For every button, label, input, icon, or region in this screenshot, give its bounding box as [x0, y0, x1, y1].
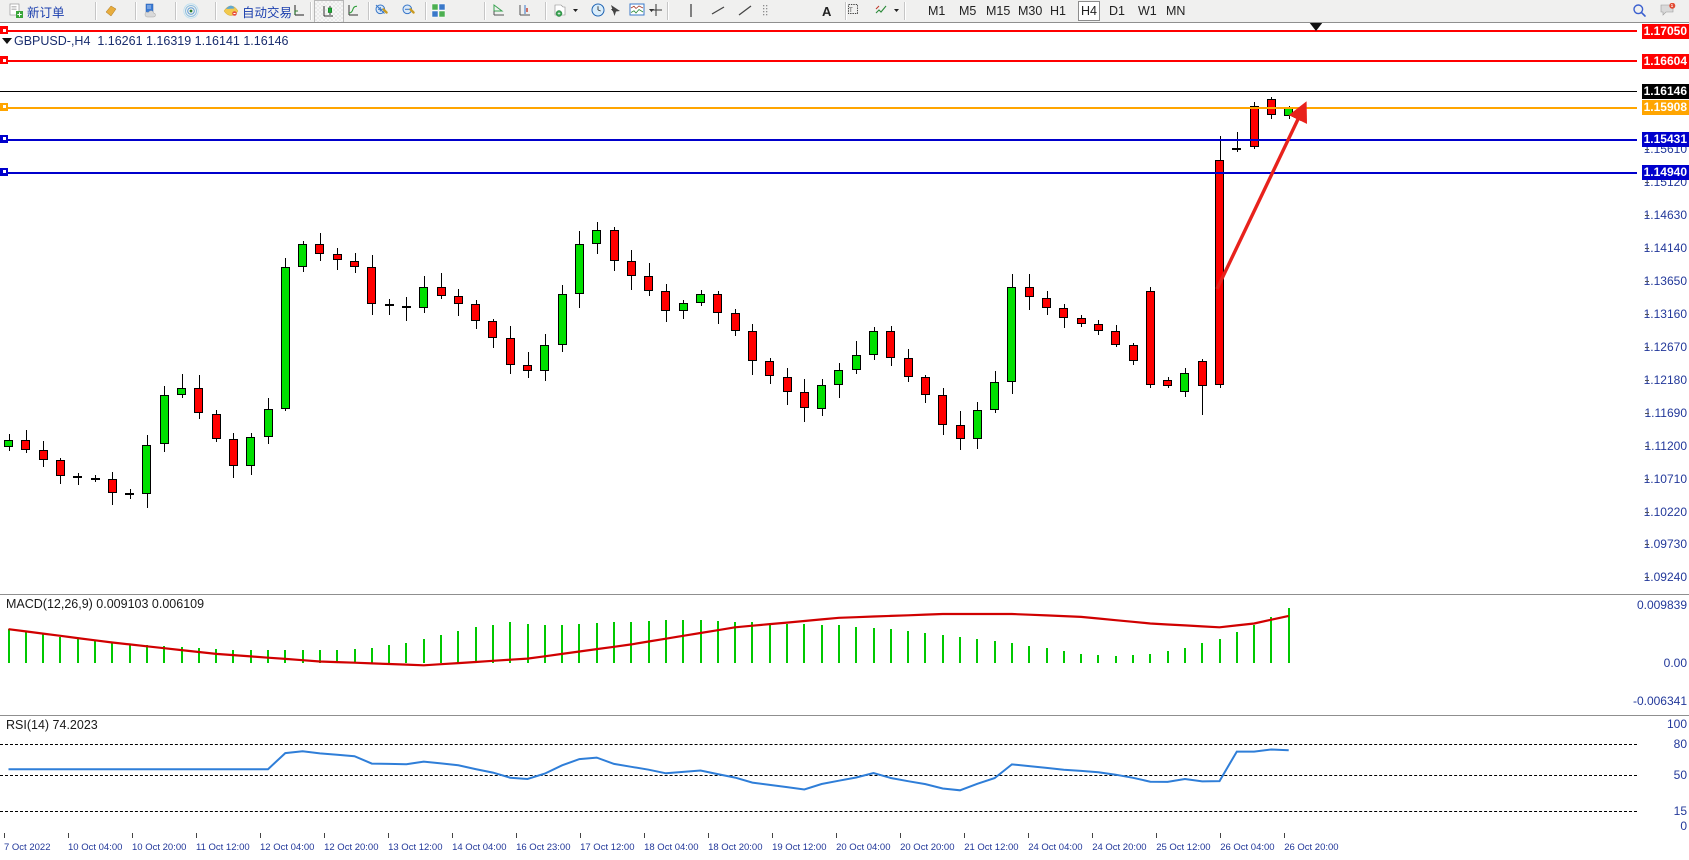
svg-text:T: T	[849, 8, 853, 14]
